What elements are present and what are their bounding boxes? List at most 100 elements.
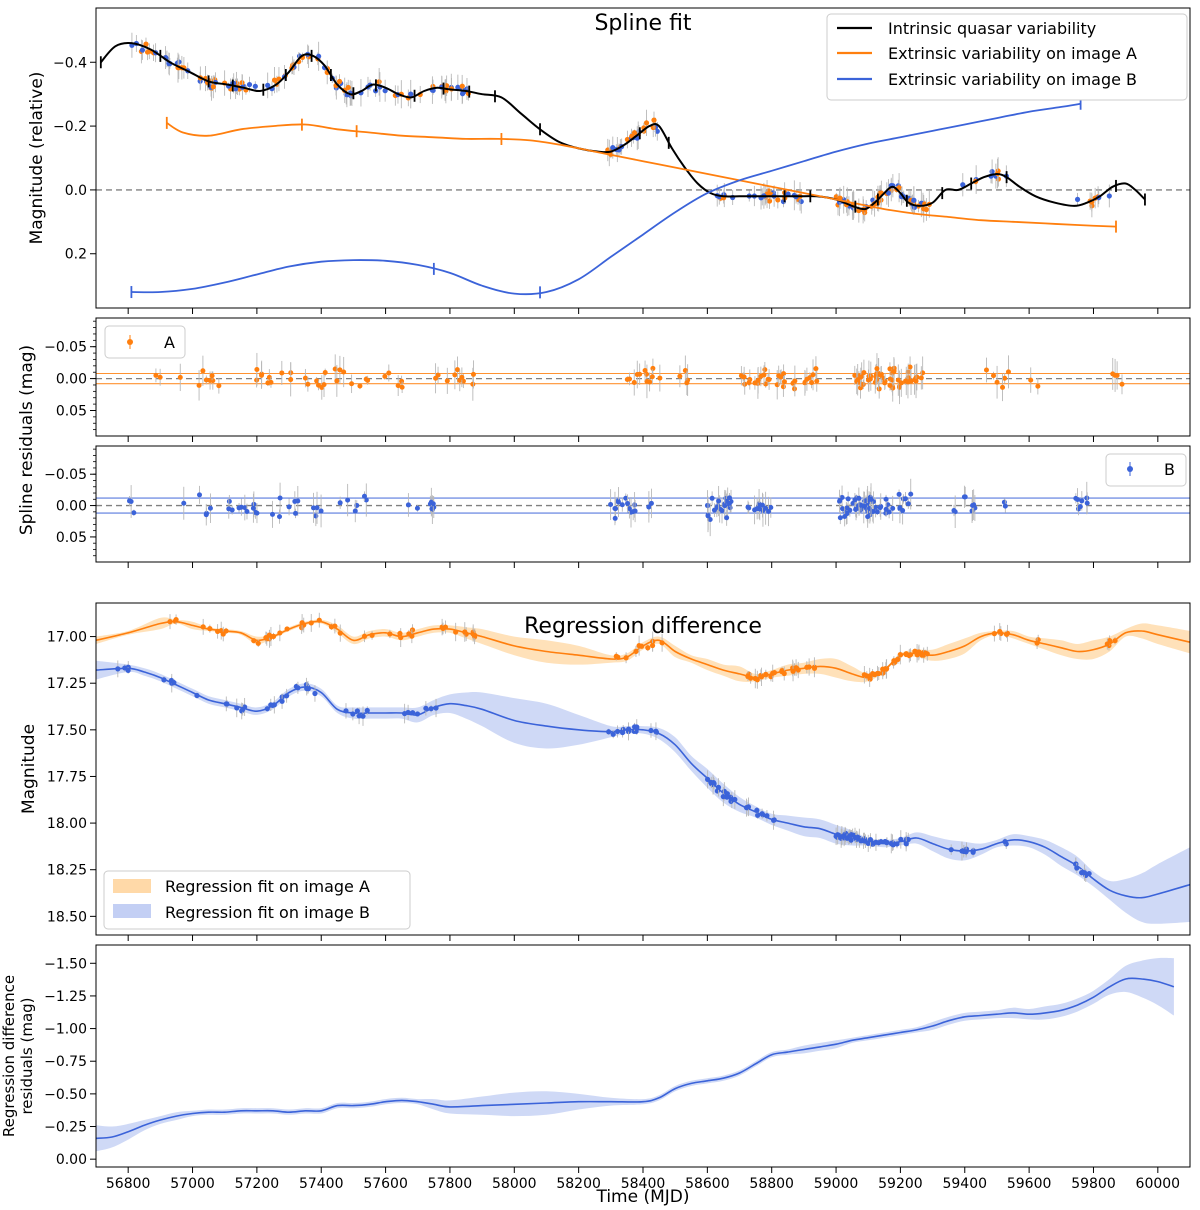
residual-points-A: [153, 352, 1125, 405]
residual-point: [251, 501, 257, 507]
data-point: [991, 631, 997, 637]
residual-point: [873, 371, 879, 377]
residual-point: [131, 510, 137, 516]
residual-point: [244, 509, 250, 515]
legend-label-regression-b: Regression fit on image B: [165, 903, 370, 922]
y-tick: −0.05: [44, 340, 96, 356]
data-point: [755, 812, 761, 818]
data-point: [997, 628, 1003, 635]
x-tick-label: 59600: [1007, 1176, 1052, 1192]
data-point: [271, 77, 278, 83]
data-point: [704, 776, 711, 782]
residual-point: [657, 375, 663, 381]
residual-point: [1079, 498, 1085, 504]
residual-point: [254, 366, 260, 372]
x-tick: 58200: [556, 1167, 601, 1192]
x-tick: 57600: [363, 1167, 408, 1192]
x-tick-label: 60000: [1136, 1176, 1181, 1192]
x-tick: 59400: [942, 1167, 987, 1192]
residual-point: [352, 508, 358, 514]
residual-point: [858, 374, 864, 380]
residual-point: [722, 503, 728, 509]
residual-point: [646, 504, 652, 510]
residual-point: [857, 502, 863, 508]
panel-regression: 17.00 17.25 17.50 17.75 18.00 18.25 18.50 Regr…: [19, 602, 1191, 941]
residual-point: [868, 496, 874, 502]
data-point: [410, 710, 416, 716]
residual-point: [890, 505, 896, 511]
residual-point: [1035, 383, 1041, 389]
x-tick-label: 59400: [942, 1176, 987, 1192]
residual-point: [766, 508, 772, 514]
residual-point: [399, 384, 405, 390]
data-point: [360, 713, 366, 719]
x-tick: 58400: [621, 1167, 665, 1192]
residual-point: [814, 378, 820, 384]
residual-point: [961, 494, 967, 500]
residual-point: [842, 513, 848, 519]
residuals-b-x-ticks: [127, 562, 1159, 568]
residual-point: [716, 498, 722, 504]
residual-point: [704, 502, 710, 508]
residual-point: [840, 506, 846, 512]
residual-point: [405, 502, 411, 508]
data-point: [770, 817, 777, 823]
y-tick: 0.05: [56, 530, 96, 546]
data-point: [255, 640, 261, 646]
residual-point: [181, 500, 187, 506]
residual-point: [858, 385, 864, 391]
data-point: [763, 671, 769, 677]
data-point: [1081, 870, 1088, 876]
data-point: [268, 702, 274, 708]
data-point: [708, 779, 714, 786]
residual-point: [357, 383, 363, 389]
legend-marker-a: [127, 339, 133, 345]
data-point: [1112, 638, 1118, 644]
data-point: [316, 617, 322, 623]
regression-residual-fit-line: [95, 977, 1175, 1140]
data-point: [915, 649, 921, 655]
residual-point: [619, 502, 625, 508]
residual-point: [860, 381, 866, 387]
residual-point: [648, 500, 654, 506]
residual-point: [216, 383, 222, 389]
y-tick: 18.00: [47, 816, 96, 832]
residual-point: [727, 495, 733, 501]
data-point: [240, 706, 246, 712]
data-point: [898, 836, 904, 843]
residual-point: [781, 371, 787, 377]
residual-point: [852, 497, 858, 503]
y-tick-label: 0.05: [56, 403, 87, 419]
data-point: [764, 813, 770, 819]
data-point: [433, 705, 439, 711]
y-tick: 17.50: [47, 723, 96, 739]
residual-point: [615, 499, 621, 505]
data-point: [911, 197, 917, 203]
data-point: [732, 796, 738, 803]
residual-point: [752, 380, 758, 386]
data-point: [361, 633, 368, 639]
residual-point: [900, 507, 906, 513]
residual-point: [781, 379, 787, 385]
data-point: [252, 83, 258, 89]
residual-point: [759, 502, 765, 508]
residual-point: [293, 510, 299, 516]
legend-label-intrinsic: Intrinsic quasar variability: [888, 19, 1096, 38]
residual-point: [860, 503, 866, 509]
residual-point: [321, 382, 327, 388]
x-tick-label: 58200: [556, 1176, 601, 1192]
residual-point: [983, 367, 989, 373]
residual-point: [625, 500, 631, 506]
y-tick: 0.00: [56, 372, 96, 388]
data-point: [634, 725, 640, 732]
residual-point: [399, 378, 405, 384]
residual-point: [861, 370, 867, 376]
residual-point: [913, 378, 919, 384]
data-point: [745, 804, 752, 810]
data-point: [653, 728, 659, 734]
regression-residuals-frame: [95, 944, 1191, 1168]
regression-title: Regression difference: [524, 614, 762, 639]
data-point: [867, 837, 874, 843]
residual-point: [318, 508, 324, 514]
data-point: [115, 666, 121, 672]
